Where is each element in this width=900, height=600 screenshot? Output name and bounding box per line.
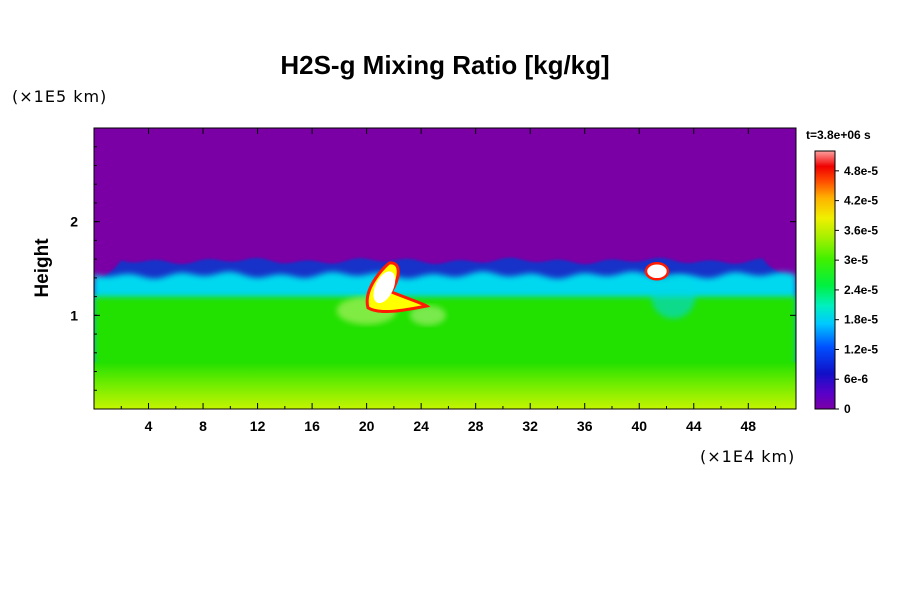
y-axis-ticks: 12 bbox=[70, 146, 796, 391]
hotspot-2 bbox=[644, 262, 670, 281]
y-tick-label: 1 bbox=[70, 307, 78, 323]
x-tick-label: 12 bbox=[250, 418, 266, 434]
x-tick-label: 40 bbox=[631, 418, 647, 434]
colorbar-ramp bbox=[814, 150, 836, 410]
colorbar-label: 0 bbox=[844, 402, 851, 416]
colorbar-label: 1.2e-5 bbox=[844, 342, 878, 356]
time-label: t=3.8e+06 s bbox=[806, 128, 871, 142]
x-tick-label: 4 bbox=[145, 418, 153, 434]
colorbar-label: 4.8e-5 bbox=[844, 164, 878, 178]
colorbar-label: 6e-6 bbox=[844, 372, 868, 386]
colorbar-label: 1.8e-5 bbox=[844, 313, 878, 327]
x-unit-label: (×1E4 km) bbox=[700, 447, 795, 466]
colorbar-label: 2.4e-5 bbox=[844, 283, 878, 297]
hotspot-1-core bbox=[373, 271, 396, 304]
y-axis-label: Height bbox=[32, 238, 53, 298]
x-tick-label: 36 bbox=[577, 418, 593, 434]
x-tick-label: 24 bbox=[413, 418, 429, 434]
x-tick-label: 32 bbox=[522, 418, 538, 434]
colorbar: 4.8e-5 4.2e-5 3.6e-5 3e-5 2.4e-5 1.8e-5 1.2e-5… bbox=[814, 150, 878, 416]
colorbar-label: 3e-5 bbox=[844, 253, 868, 267]
x-tick-label: 20 bbox=[359, 418, 375, 434]
x-tick-label: 16 bbox=[304, 418, 320, 434]
chart-title: H2S-g Mixing Ratio [kg/kg] bbox=[280, 50, 609, 80]
plume-glow bbox=[651, 274, 696, 319]
x-tick-label: 48 bbox=[741, 418, 757, 434]
plot-frame bbox=[93, 127, 797, 410]
x-axis-ticks: 4 8 12 16 20 24 28 32 36 40 44 48 bbox=[120, 128, 777, 434]
colorbar-label: 3.6e-5 bbox=[844, 223, 878, 237]
plume-glow bbox=[409, 305, 446, 326]
region-bottom-layer bbox=[94, 362, 796, 409]
x-tick-label: 44 bbox=[686, 418, 702, 434]
colorbar-ticks: 4.8e-5 4.2e-5 3.6e-5 3e-5 2.4e-5 1.8e-5 1.2e-5… bbox=[835, 164, 878, 416]
y-tick-label: 2 bbox=[70, 214, 78, 230]
colorbar-label: 4.2e-5 bbox=[844, 194, 878, 208]
y-unit-label: (×1E5 km) bbox=[12, 87, 107, 106]
hotspot-group bbox=[365, 261, 670, 314]
heatmap-plot-area bbox=[94, 128, 796, 409]
x-tick-label: 8 bbox=[199, 418, 207, 434]
x-tick-label: 28 bbox=[468, 418, 484, 434]
